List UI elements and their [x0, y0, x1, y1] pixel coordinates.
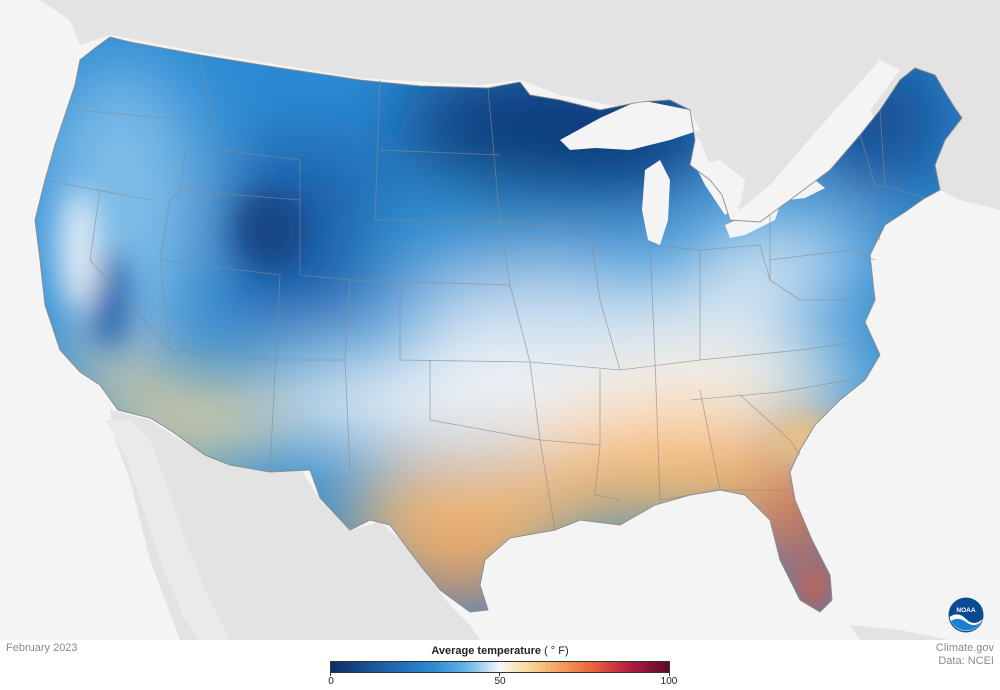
- neighbor-land: [0, 0, 1000, 640]
- cuba: [850, 625, 950, 640]
- legend-tick-0: [330, 673, 331, 676]
- noaa-logo-text: NOAA: [956, 607, 975, 614]
- date-label: February 2023: [6, 642, 78, 654]
- legend-tick-label-0: 0: [328, 676, 334, 687]
- temperature-map: [0, 0, 1000, 640]
- great-lakes: [560, 100, 825, 245]
- credit-block: Climate.gov Data: NCEI: [936, 642, 994, 668]
- map-footer: February 2023 Average temperature ( ° F)…: [0, 640, 1000, 690]
- legend-tick-label-50: 50: [494, 676, 506, 687]
- legend-unit: ( ° F): [544, 645, 569, 657]
- map-canvas: [0, 0, 1000, 640]
- credit-data-source: Data: NCEI: [938, 655, 994, 667]
- legend-title-text: Average temperature: [431, 645, 541, 657]
- lake-huron: [695, 160, 745, 215]
- legend-tick-100: [669, 673, 670, 676]
- lake-superior: [560, 100, 700, 150]
- legend-tick-label-100: 100: [660, 676, 678, 687]
- legend-title: Average temperature ( ° F): [330, 645, 670, 657]
- noaa-logo: NOAA: [948, 597, 984, 633]
- canada-east: [880, 0, 1000, 210]
- legend-color-bar: [330, 661, 670, 673]
- canada-landmass: [0, 0, 1000, 210]
- baja-peninsula: [105, 420, 230, 640]
- lake-ontario: [785, 180, 825, 200]
- legend-tick-50: [499, 673, 500, 676]
- lake-michigan: [642, 160, 670, 245]
- state-borders: [34, 36, 963, 613]
- credit-site: Climate.gov: [935, 642, 994, 654]
